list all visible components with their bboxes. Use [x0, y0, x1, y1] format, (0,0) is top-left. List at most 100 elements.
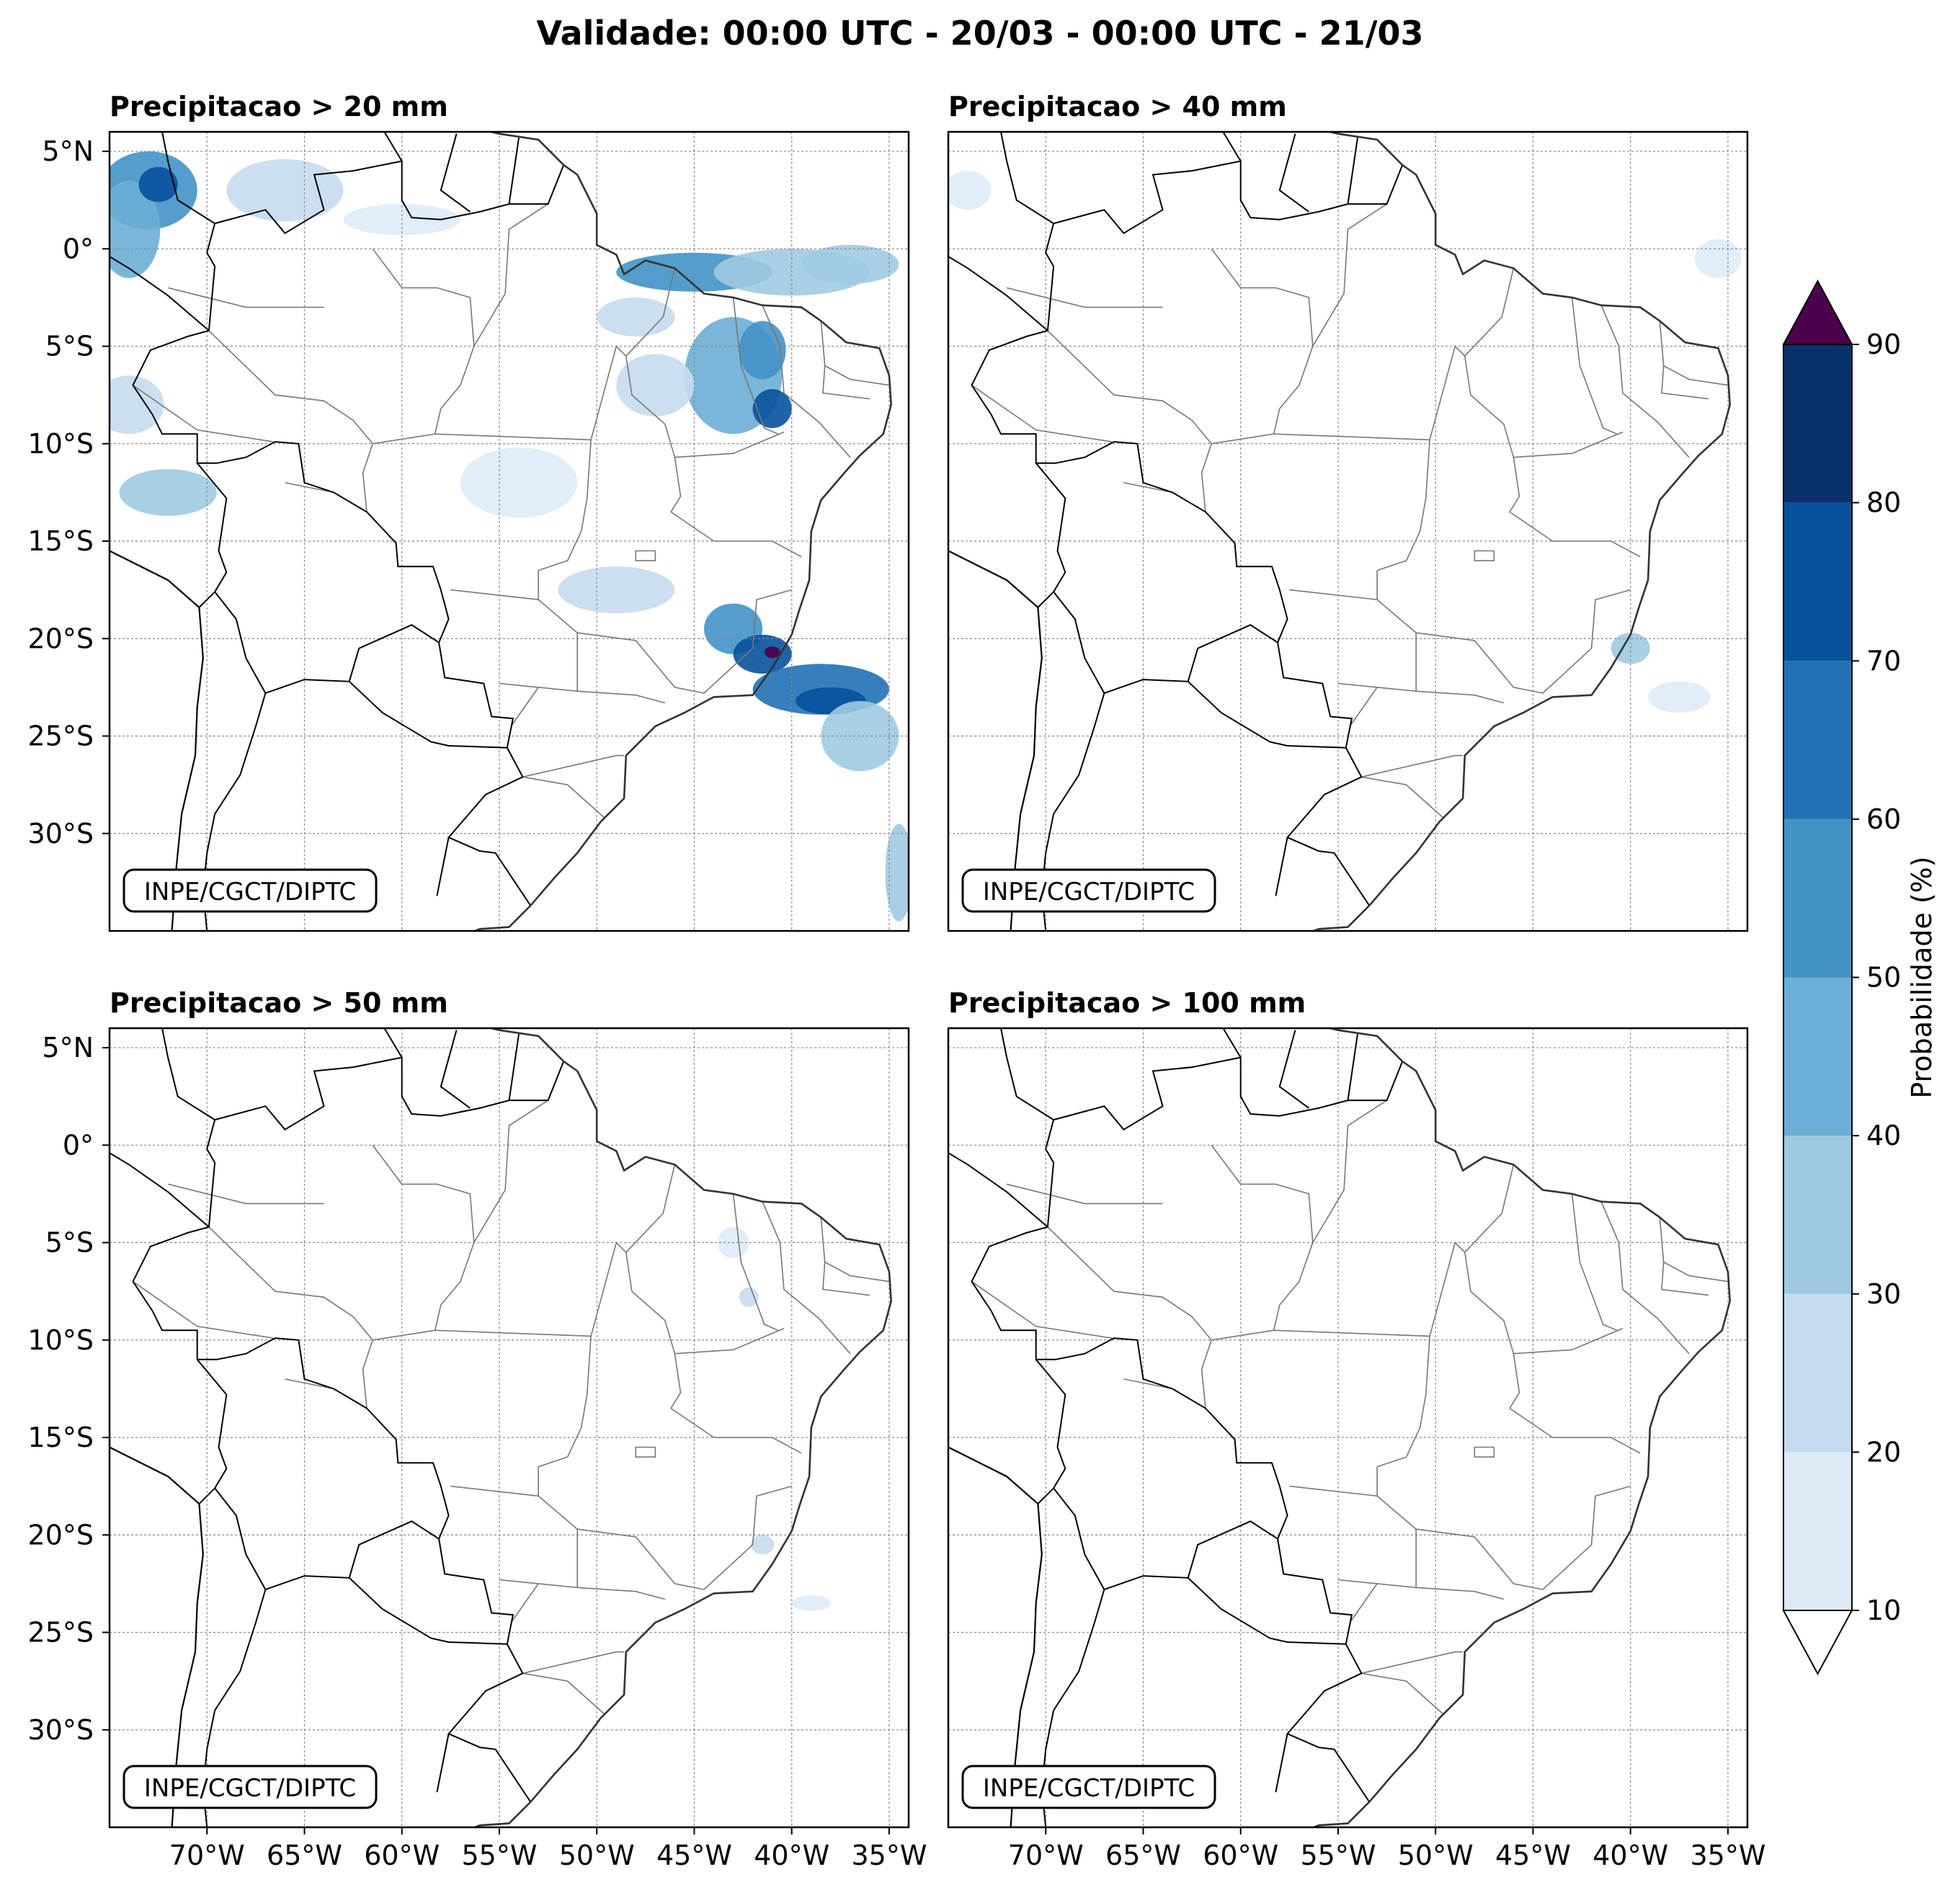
state-boundary: [1361, 1651, 1464, 1675]
state-boundary: [1509, 511, 1641, 558]
precip-probability-area: [558, 566, 675, 614]
map-background: [110, 1028, 909, 1827]
state-boundary: [590, 1241, 682, 1409]
state-boundary: [450, 1485, 539, 1497]
state-boundary: [1312, 203, 1388, 347]
precip-probability-area: [752, 389, 792, 429]
state-boundary: [1337, 1529, 1417, 1589]
state-boundary: [473, 203, 549, 347]
country-border: [348, 1520, 440, 1579]
country-border: [436, 1734, 450, 1793]
country-border: [948, 255, 1048, 331]
state-boundary: [1337, 633, 1417, 692]
state-boundary: [522, 1651, 625, 1675]
country-border: [196, 1359, 228, 1504]
state-boundary: [1474, 1446, 1495, 1458]
map-background: [948, 132, 1747, 931]
lon-tick-label: 60°W: [364, 1840, 440, 1871]
watermark-badge: [122, 1765, 378, 1809]
colorbar-tick-label: 20: [1866, 1436, 1901, 1468]
colorbar-under-triangle: [1782, 1610, 1853, 1676]
state-boundary: [1273, 1329, 1430, 1468]
state-boundary: [1123, 482, 1173, 494]
colorbar-tick-label: 40: [1866, 1120, 1901, 1151]
country-border: [1053, 1487, 1346, 1645]
lon-tick-label: 40°W: [1592, 1840, 1668, 1871]
state-boundary: [510, 687, 539, 727]
colorbar-tick-label: 30: [1866, 1278, 1901, 1310]
country-border: [1222, 1028, 1242, 1058]
state-boundary: [1659, 1217, 1729, 1283]
country-border: [436, 837, 450, 896]
state-boundary: [538, 570, 705, 694]
colorbar-segment: [1783, 977, 1852, 1136]
map-panel-p20: Precipitacao > 20 mm INPE/CGCT/DIPTC 5°N 0°…: [28, 91, 910, 932]
country-border: [999, 1028, 1054, 1120]
precip-probability-area: [110, 180, 161, 278]
state-boundary: [625, 268, 676, 357]
map-frame: [108, 1027, 910, 1829]
country-border: [1035, 1359, 1066, 1504]
watermark-text: INPE/CGCT/DIPTC: [144, 878, 356, 906]
state-boundary: [971, 1280, 1113, 1339]
country-border: [1187, 1520, 1278, 1579]
precip-probability-area: [750, 1535, 775, 1555]
watermark-text: INPE/CGCT/DIPTC: [144, 1774, 356, 1803]
panel-title: Precipitacao > 20 mm: [110, 91, 448, 122]
precip-probability-area: [597, 297, 675, 337]
state-boundary: [208, 1226, 374, 1409]
state-boundary: [670, 1407, 802, 1454]
coastline: [1311, 132, 1732, 931]
precip-probability-area: [764, 646, 780, 659]
precip-probability-area: [616, 354, 695, 416]
map-frame: [947, 1027, 1749, 1829]
state-boundary: [1429, 344, 1520, 512]
state-boundary: [590, 344, 682, 512]
state-boundary: [1513, 431, 1623, 458]
state-boundary: [1416, 690, 1505, 704]
state-boundary: [1123, 1378, 1173, 1390]
state-boundary: [285, 482, 334, 494]
state-boundary: [822, 1262, 870, 1296]
country-border: [999, 132, 1054, 224]
figure-title: Validade: 00:00 UTC - 20/03 - 00:00 UTC …: [536, 14, 1423, 53]
pacific-coastline: [110, 1445, 204, 1827]
country-border: [196, 463, 228, 608]
state-boundary: [1006, 287, 1163, 308]
state-boundary: [1509, 1407, 1641, 1454]
state-boundary: [577, 1587, 666, 1600]
country-border: [214, 591, 507, 749]
precip-probability-area: [791, 1595, 831, 1611]
state-boundary: [167, 1183, 324, 1205]
country-border: [1278, 133, 1309, 213]
state-boundary: [208, 330, 374, 512]
state-boundary: [1047, 330, 1213, 512]
lon-tick-label: 50°W: [1398, 1840, 1474, 1871]
state-boundary: [435, 1329, 592, 1468]
country-border: [1275, 837, 1288, 896]
state-boundary: [538, 1466, 705, 1590]
precip-probability-area: [733, 634, 792, 674]
lat-tick-label: 5°S: [45, 1227, 94, 1259]
watermark-text: INPE/CGCT/DIPTC: [983, 878, 1195, 906]
state-boundary: [1571, 297, 1618, 435]
state-boundary: [1361, 1672, 1444, 1715]
colorbar-segment: [1783, 1452, 1852, 1610]
precip-probability-area: [948, 171, 992, 210]
country-border: [1222, 132, 1242, 162]
state-boundary: [1047, 1226, 1213, 1409]
colorbar-segment: [1783, 661, 1852, 819]
country-border: [1035, 463, 1066, 608]
lat-tick-label: 30°S: [28, 1714, 94, 1746]
colorbar-tick-label: 10: [1866, 1595, 1901, 1626]
precip-probability-area: [110, 375, 164, 434]
state-boundary: [674, 1327, 785, 1355]
state-boundary: [703, 589, 792, 694]
lon-tick-label: 60°W: [1203, 1840, 1278, 1871]
lat-tick-label: 5°N: [42, 1032, 94, 1064]
state-boundary: [820, 1217, 890, 1283]
state-boundary: [1464, 1164, 1515, 1253]
panel-title: Precipitacao > 50 mm: [110, 987, 448, 1019]
lat-tick-label: 15°S: [28, 525, 94, 557]
state-boundary: [625, 1164, 676, 1253]
